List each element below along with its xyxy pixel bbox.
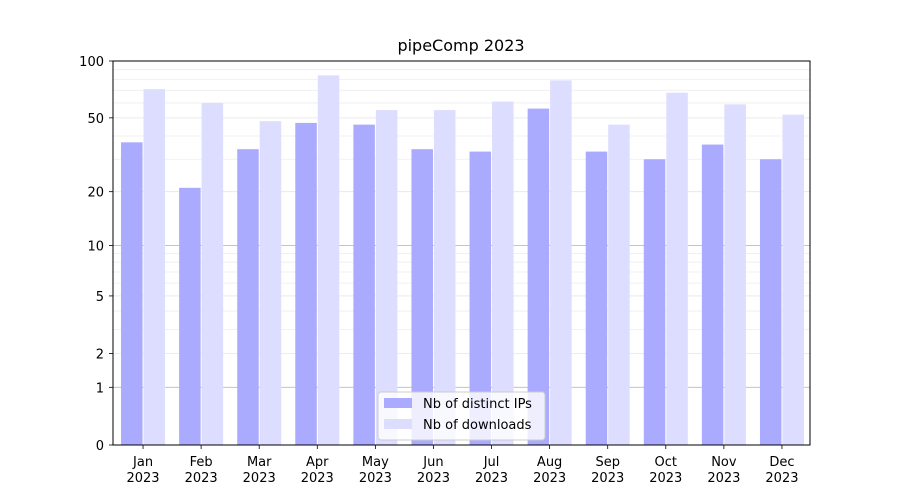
- axes: Jan2023Feb2023Mar2023Apr2023May2023Jun20…: [79, 55, 811, 486]
- y-tick-label: 50: [87, 112, 104, 127]
- legend-label-downloads: Nb of downloads: [423, 418, 532, 433]
- x-tick-label-year: 2023: [707, 471, 740, 486]
- x-tick-label-month: Mar: [247, 455, 272, 470]
- bars: [121, 75, 804, 446]
- x-tick-label-month: Jun: [422, 455, 443, 470]
- bar-jan-downloads: [143, 89, 166, 446]
- legend-box: [377, 391, 546, 441]
- y-tick-label: 1: [96, 381, 104, 396]
- x-tick-label-year: 2023: [533, 471, 566, 486]
- bar-may-downloads: [375, 110, 398, 446]
- y-tick-label: 10: [87, 239, 104, 254]
- bar-sep-distinct-ips: [585, 151, 608, 445]
- chart-title: pipeComp 2023: [397, 36, 524, 55]
- bar-sep-downloads: [608, 124, 630, 446]
- x-tick-label-month: Sep: [595, 455, 620, 470]
- x-tick-label-year: 2023: [417, 471, 450, 486]
- bar-oct-downloads: [666, 92, 688, 445]
- bar-jun-downloads: [433, 110, 456, 446]
- x-tick-label-year: 2023: [126, 471, 159, 486]
- x-tick-label-year: 2023: [649, 471, 682, 486]
- x-tick-label-year: 2023: [301, 471, 334, 486]
- x-tick-label-month: Jul: [483, 455, 500, 470]
- y-tick-label: 100: [79, 55, 104, 70]
- bar-nov-distinct-ips: [701, 144, 724, 445]
- x-tick-label-year: 2023: [765, 471, 798, 486]
- x-tick-label-month: Oct: [655, 455, 677, 470]
- bar-aug-distinct-ips: [527, 108, 550, 446]
- x-tick-label-month: Apr: [306, 455, 329, 470]
- x-tick-label-month: May: [362, 455, 389, 470]
- bar-may-distinct-ips: [353, 124, 375, 446]
- x-tick-label-year: 2023: [591, 471, 624, 486]
- x-tick-label-year: 2023: [359, 471, 392, 486]
- bar-jul-downloads: [492, 101, 514, 445]
- plot-frame: [112, 60, 811, 446]
- x-tick-label-month: Aug: [537, 455, 562, 470]
- x-tick-label-month: Jan: [132, 455, 153, 470]
- legend-swatch-downloads: [384, 419, 412, 429]
- bar-jun-distinct-ips: [411, 149, 433, 446]
- grid-lines: [113, 60, 810, 388]
- y-tick-label: 2: [96, 348, 104, 363]
- bar-mar-distinct-ips: [237, 149, 259, 446]
- y-tick-label: 20: [87, 186, 104, 201]
- bar-feb-distinct-ips: [179, 187, 201, 445]
- bar-apr-distinct-ips: [295, 122, 317, 445]
- bar-nov-downloads: [724, 104, 746, 445]
- bar-jul-distinct-ips: [469, 151, 492, 445]
- bar-dec-downloads: [782, 114, 804, 446]
- x-tick-label-month: Dec: [769, 455, 794, 470]
- bar-feb-downloads: [201, 102, 224, 445]
- y-tick-label: 0: [96, 439, 104, 454]
- bar-aug-downloads: [550, 80, 572, 445]
- bar-mar-downloads: [259, 121, 282, 446]
- x-tick-label-month: Nov: [711, 455, 737, 470]
- legend-label-distinct-ips: Nb of distinct IPs: [423, 397, 532, 412]
- bar-apr-downloads: [317, 75, 340, 445]
- bar-oct-distinct-ips: [643, 159, 666, 445]
- x-tick-label-year: 2023: [243, 471, 276, 486]
- x-tick-label-year: 2023: [475, 471, 508, 486]
- legend: Nb of distinct IPs Nb of downloads: [377, 391, 546, 441]
- x-tick-label-month: Feb: [190, 455, 213, 470]
- legend-swatch-distinct-ips: [384, 398, 412, 408]
- x-tick-label-year: 2023: [185, 471, 218, 486]
- bar-jan-distinct-ips: [121, 142, 143, 445]
- y-tick-label: 5: [96, 290, 104, 305]
- bar-dec-distinct-ips: [759, 159, 782, 445]
